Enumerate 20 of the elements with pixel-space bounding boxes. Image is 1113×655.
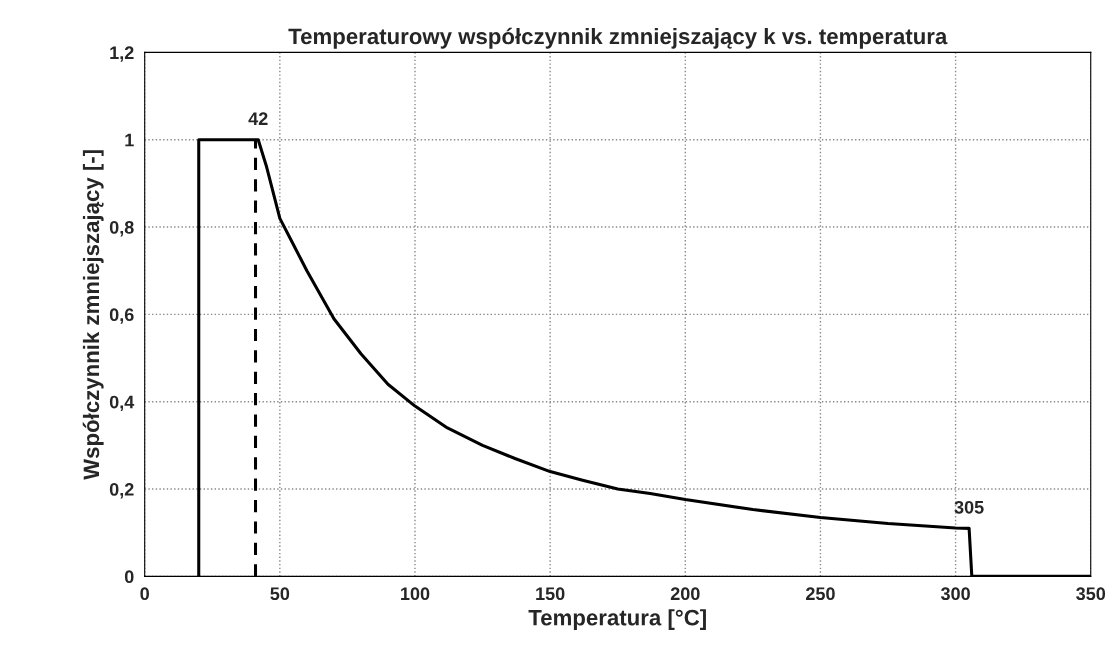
x-tick-label: 200 — [670, 587, 700, 601]
y-tick-label: 1,2 — [110, 46, 134, 62]
y-tick-label: 0,2 — [109, 483, 134, 499]
x-tick-label: 300 — [940, 587, 970, 601]
x-tick-label: 50 — [270, 587, 290, 601]
y-tick-label: 0,8 — [109, 221, 134, 237]
y-tick-label: 1 — [125, 133, 134, 147]
y-axis-title: Współczynnik zmniejszający [-] — [82, 150, 104, 480]
y-tick-label: 0,6 — [109, 308, 134, 324]
x-tick-label: 350 — [1076, 587, 1106, 601]
x-axis-title: Temperatura [°C] — [528, 609, 706, 630]
chart-title: Temperaturowy współczynnik zmniejszający k vs. temperatura — [288, 27, 948, 49]
x-tick-label: 0 — [140, 587, 149, 601]
x-tick-label: 100 — [401, 587, 430, 601]
x-tick-label: 250 — [806, 587, 835, 601]
y-tick-label: 0,4 — [109, 395, 135, 412]
x-tick-label: 150 — [536, 587, 565, 601]
annotation: 42 — [248, 112, 268, 125]
annotation: 305 — [954, 500, 984, 514]
y-tick-label: 0 — [124, 570, 134, 584]
